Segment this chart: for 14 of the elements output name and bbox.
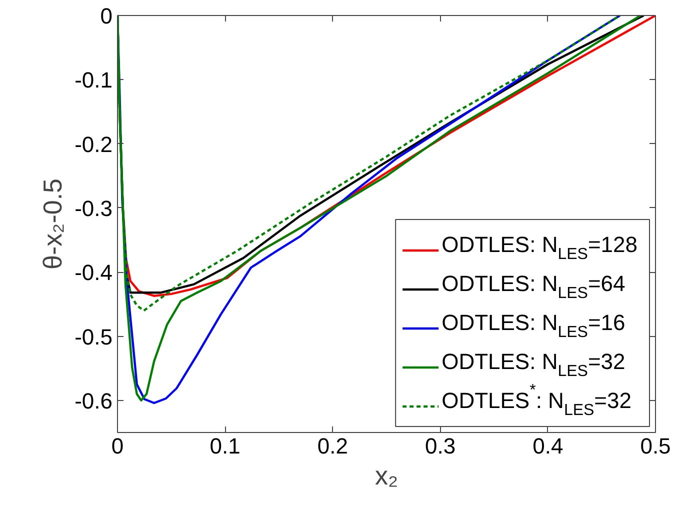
y-tick-label: -0.5	[74, 324, 113, 350]
x-tick-label: 0.4	[532, 434, 564, 458]
x-tick-label: 0.5	[640, 434, 671, 458]
x-tick-label: 0.2	[317, 434, 348, 458]
y-tick-label: -0.4	[74, 260, 113, 286]
y-tick-label: 0	[100, 4, 113, 28]
y-axis-title: θ-x₂-0.5	[38, 178, 68, 270]
y-tick-label: -0.6	[74, 388, 113, 414]
y-tick-label: -0.1	[74, 68, 113, 93]
x-axis-title: x₂	[374, 460, 398, 490]
y-tick-label: -0.2	[74, 132, 113, 157]
x-tick-label: 0.1	[210, 434, 240, 458]
x-tick-label: 0.3	[425, 434, 456, 458]
y-tick-label: -0.3	[74, 196, 113, 221]
